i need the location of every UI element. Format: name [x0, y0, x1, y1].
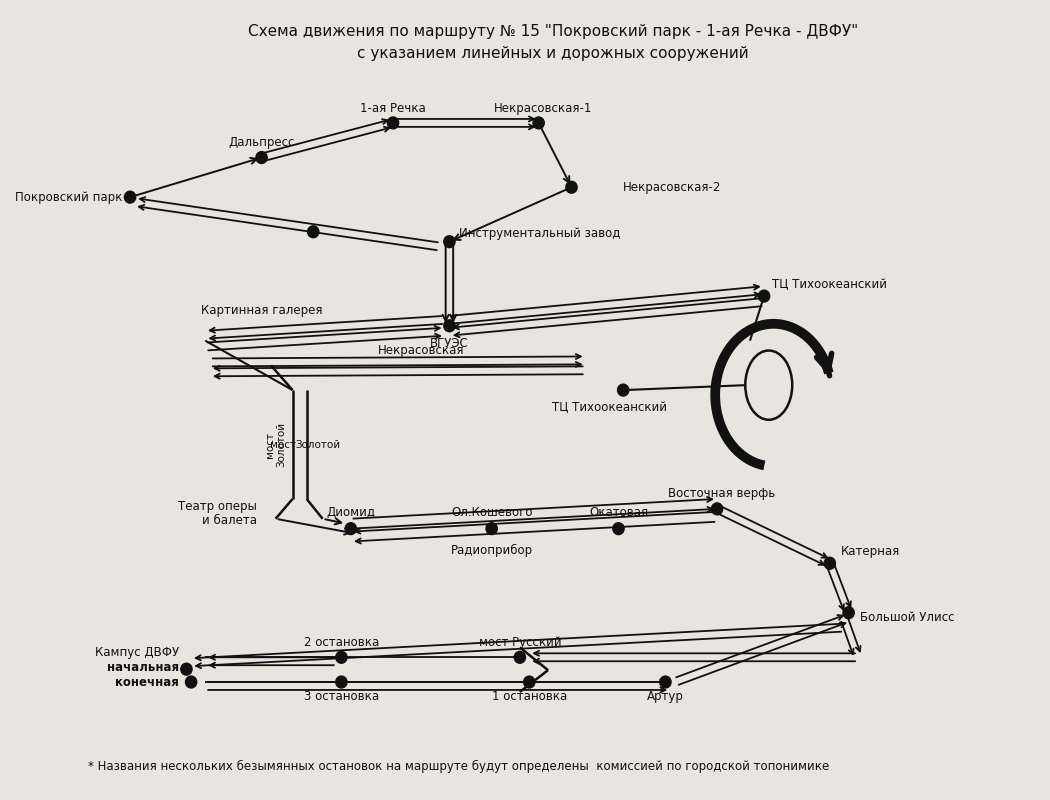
Circle shape [758, 290, 770, 302]
Text: Покровский парк: Покровский парк [15, 190, 123, 204]
Text: Кампус ДВФУ: Кампус ДВФУ [94, 646, 178, 659]
Text: 1-ая Речка: 1-ая Речка [360, 102, 426, 114]
Text: мост: мост [270, 439, 296, 450]
Text: мост
Золотой: мост Золотой [265, 422, 287, 467]
Text: Дальпресс: Дальпресс [228, 136, 295, 150]
Text: Большой Улисс: Большой Улисс [860, 611, 954, 624]
Circle shape [566, 182, 578, 193]
Circle shape [843, 607, 855, 618]
Text: ВГУЭС: ВГУЭС [430, 337, 468, 350]
Text: Некрасовская: Некрасовская [378, 344, 464, 357]
Text: Некрасовская-2: Некрасовская-2 [623, 181, 721, 194]
Circle shape [345, 522, 356, 534]
Text: 3 остановка: 3 остановка [303, 690, 379, 703]
Circle shape [524, 676, 534, 688]
Text: начальная: начальная [107, 661, 178, 674]
Text: Некрасовская-1: Некрасовская-1 [495, 102, 592, 114]
Circle shape [186, 676, 196, 688]
Text: с указанием линейных и дорожных сооружений: с указанием линейных и дорожных сооружен… [357, 46, 749, 61]
Circle shape [387, 117, 399, 129]
Text: Золотой: Золотой [295, 439, 340, 450]
Text: и балета: и балета [202, 514, 257, 527]
Circle shape [533, 117, 544, 129]
Text: Восточная верфь: Восточная верфь [668, 486, 775, 499]
Text: ТЦ Тихоокеанский: ТЦ Тихоокеанский [772, 278, 886, 290]
Text: Схема движения по маршруту № 15 "Покровский парк - 1-ая Речка - ДВФУ": Схема движения по маршруту № 15 "Покровс… [248, 24, 858, 39]
Text: Ол.Кошевого: Ол.Кошевого [450, 506, 532, 519]
Circle shape [617, 384, 629, 396]
Text: мост Русский: мост Русский [479, 636, 561, 649]
Text: 2 остановка: 2 остановка [303, 636, 379, 649]
Circle shape [181, 663, 192, 675]
Text: Катерная: Катерная [841, 545, 900, 558]
Circle shape [308, 226, 319, 238]
Text: Артур: Артур [647, 690, 684, 703]
Circle shape [336, 676, 348, 688]
Text: Картинная галерея: Картинная галерея [201, 305, 322, 318]
Circle shape [486, 522, 498, 534]
Circle shape [712, 503, 722, 514]
Text: ТЦ Тихоокеанский: ТЦ Тихоокеанский [551, 402, 667, 414]
Text: Диомид: Диомид [327, 506, 375, 519]
Text: Инструментальный завод: Инструментальный завод [459, 227, 621, 240]
Circle shape [256, 152, 267, 163]
Circle shape [659, 676, 671, 688]
Text: Окатовая: Окатовая [589, 506, 648, 519]
Circle shape [824, 558, 836, 570]
Circle shape [336, 651, 348, 663]
Text: конечная: конечная [116, 675, 178, 689]
Circle shape [125, 191, 135, 203]
Circle shape [613, 522, 624, 534]
Circle shape [444, 320, 455, 332]
Circle shape [514, 651, 525, 663]
Text: 1 остановка: 1 остановка [491, 690, 567, 703]
Text: Радиоприбор: Радиоприбор [450, 544, 532, 557]
Circle shape [444, 236, 455, 248]
Text: Театр оперы: Театр оперы [178, 500, 257, 514]
Text: * Названия нескольких безымянных остановок на маршруте будут определены  комисси: * Названия нескольких безымянных останов… [88, 759, 830, 773]
